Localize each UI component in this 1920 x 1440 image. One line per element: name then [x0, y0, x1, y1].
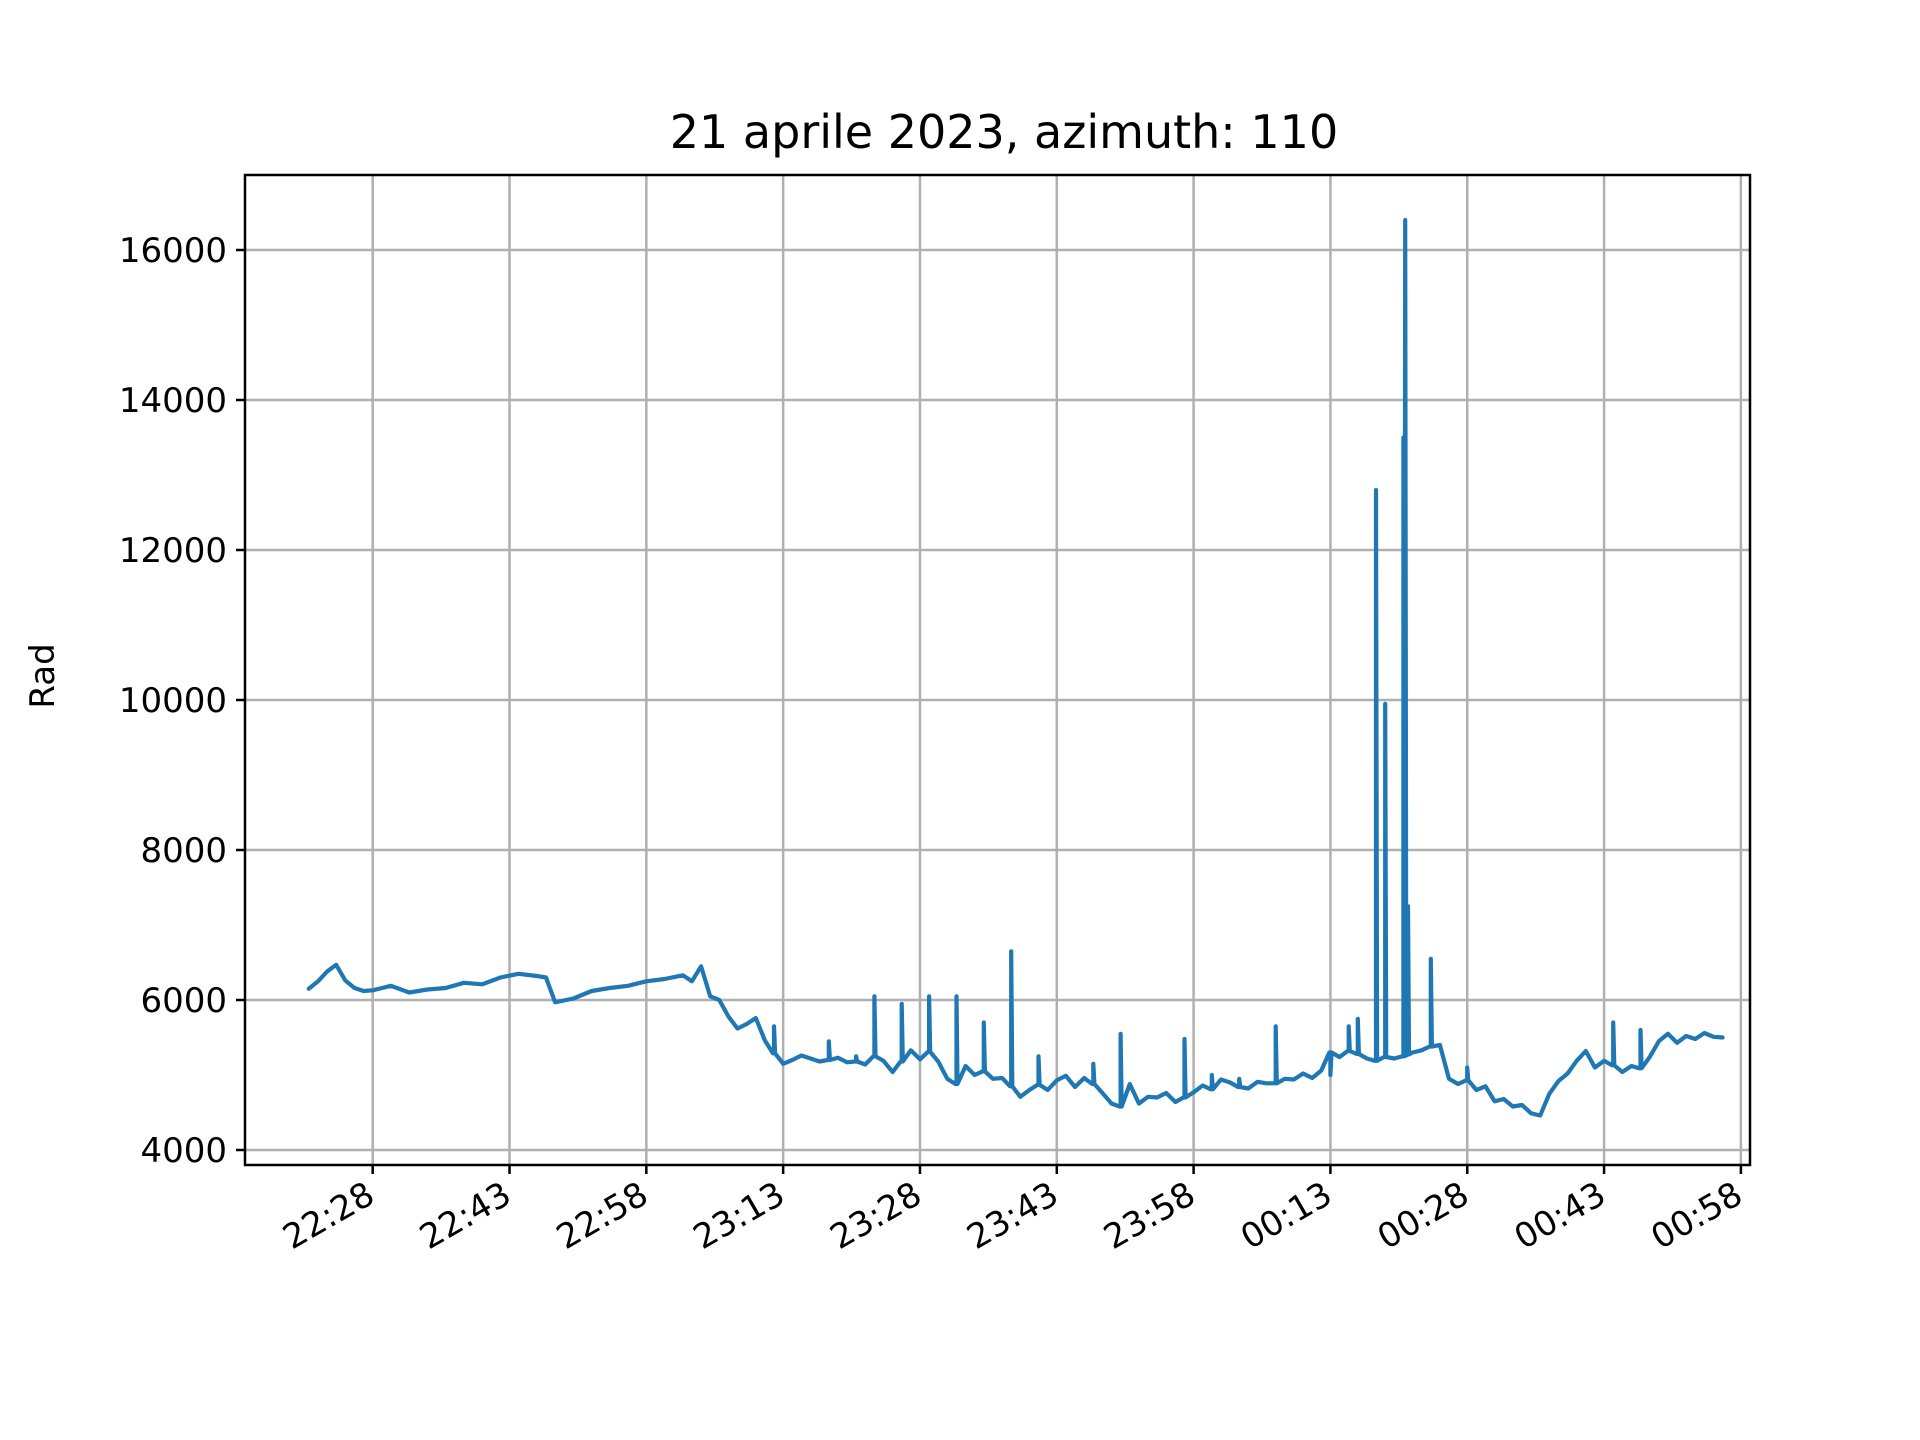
- y-tick-label: 16000: [119, 231, 227, 271]
- y-tick-label: 12000: [119, 531, 227, 571]
- chart-title: 21 aprile 2023, azimuth: 110: [670, 105, 1338, 159]
- y-tick-label: 10000: [119, 681, 227, 721]
- grid: [245, 175, 1750, 1165]
- y-tick-label: 14000: [119, 381, 227, 421]
- y-tick-label: 8000: [140, 831, 227, 871]
- y-tick-label: 4000: [140, 1131, 227, 1171]
- series-line: [306, 217, 1725, 1118]
- data-series-group: [306, 217, 1725, 1118]
- plot-frame: [243, 173, 1752, 1167]
- y-tick-label: 6000: [140, 981, 227, 1021]
- y-axis-label: Rad: [23, 643, 63, 708]
